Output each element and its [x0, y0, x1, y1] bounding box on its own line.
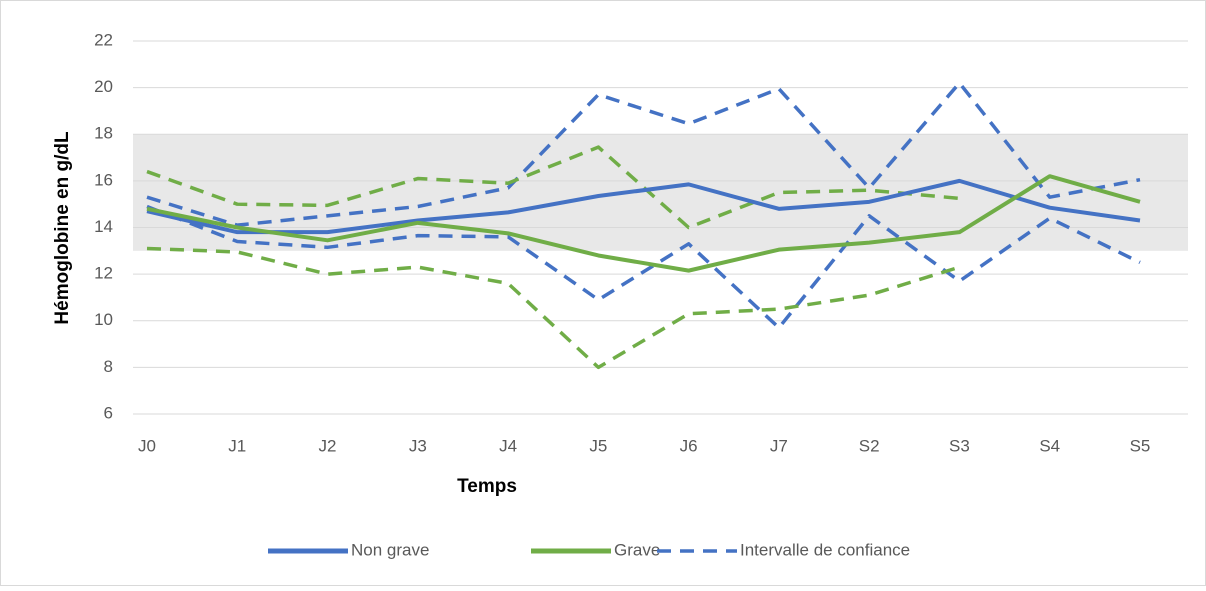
- x-tick-label: J0: [138, 436, 156, 455]
- x-tick-label: J2: [319, 436, 337, 455]
- series-line: [146, 174, 1141, 273]
- interval-line: [146, 81, 1141, 227]
- y-tick-label: 6: [104, 403, 113, 422]
- interval-line: [146, 204, 1141, 330]
- y-tick-label: 14: [94, 217, 113, 236]
- x-tick-label: J3: [409, 436, 427, 455]
- interval-line: [146, 145, 960, 230]
- legend-label: Grave: [614, 540, 660, 559]
- x-axis-title: Temps: [457, 476, 517, 497]
- y-tick-label: 16: [94, 170, 113, 189]
- legend-label: Intervalle de confiance: [740, 540, 910, 559]
- y-tick-label: 12: [94, 264, 113, 283]
- x-tick-label: J5: [589, 436, 607, 455]
- x-tick-label: S3: [949, 436, 970, 455]
- x-tick-label: J6: [680, 436, 698, 455]
- y-tick-label: 8: [104, 357, 113, 376]
- x-tick-label: S5: [1130, 436, 1151, 455]
- interval-line: [146, 246, 960, 370]
- x-tick-label: J4: [499, 436, 517, 455]
- legend-label: Non grave: [351, 540, 429, 559]
- x-tick-label: S2: [859, 436, 880, 455]
- series-line: [146, 178, 1141, 235]
- x-tick-label: S4: [1039, 436, 1060, 455]
- y-tick-label: 18: [94, 124, 113, 143]
- y-tick-label: 10: [94, 310, 113, 329]
- x-tick-label: J1: [228, 436, 246, 455]
- y-tick-label: 22: [94, 30, 113, 49]
- y-tick-label: 20: [94, 77, 113, 96]
- x-tick-label: J7: [770, 436, 788, 455]
- y-axis-title: Hémoglobine en g/dL: [52, 131, 73, 325]
